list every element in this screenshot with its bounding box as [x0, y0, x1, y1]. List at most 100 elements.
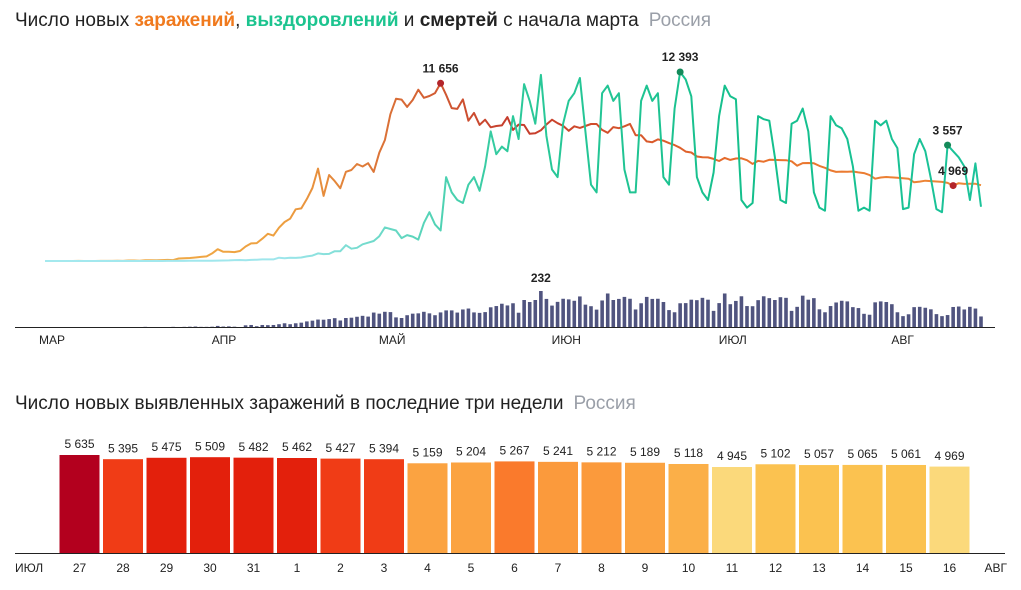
death-bar	[505, 305, 510, 327]
death-bar	[923, 307, 928, 327]
death-bar	[388, 312, 393, 327]
death-bar	[956, 306, 961, 327]
death-bar	[366, 316, 370, 327]
death-bar	[394, 317, 398, 327]
bar	[712, 467, 752, 553]
death-bar	[873, 302, 877, 327]
death-bar	[717, 303, 721, 327]
data-label: 5 118	[674, 446, 703, 460]
death-bar	[867, 314, 872, 327]
death-bar	[784, 297, 788, 327]
death-bar	[527, 302, 532, 327]
title-part: Число новых	[15, 10, 135, 31]
death-bar	[672, 312, 677, 327]
data-label: 5 635	[64, 437, 94, 451]
death-bar	[917, 306, 922, 327]
x-tick-label: 31	[247, 561, 261, 575]
death-bar	[383, 311, 387, 327]
bar	[233, 457, 274, 553]
x-tick-label: 1	[294, 561, 301, 575]
death-bar	[282, 323, 287, 327]
death-bar	[878, 301, 883, 327]
x-tick-label: 4	[424, 561, 431, 575]
point-dot	[676, 68, 684, 76]
death-bar	[756, 300, 760, 327]
death-bar	[728, 304, 733, 327]
bar	[59, 455, 100, 553]
death-bar	[572, 300, 577, 327]
data-label: 5 509	[195, 439, 225, 453]
bar	[929, 466, 970, 553]
death-bar	[316, 319, 320, 327]
death-bar	[667, 310, 671, 327]
death-bar	[750, 306, 755, 327]
death-bar	[266, 325, 270, 327]
data-label: 5 395	[108, 441, 138, 455]
death-bar	[293, 323, 298, 327]
death-bar	[371, 312, 376, 327]
death-bar	[622, 296, 627, 327]
death-bar	[734, 300, 738, 327]
chart-title: Число новых заражений, выздоровлений и с…	[15, 10, 711, 31]
death-bar	[934, 314, 939, 327]
bar	[451, 462, 491, 553]
death-bar	[344, 318, 348, 327]
data-label: 5 065	[847, 447, 877, 461]
data-label: 5 159	[412, 445, 442, 459]
bar	[842, 464, 883, 553]
bar	[799, 465, 839, 553]
legend-infections: заражений	[135, 10, 236, 31]
title-text: Число новых выявленных заражений в после…	[15, 393, 564, 414]
data-label: 4 969	[934, 449, 964, 463]
death-bar	[817, 309, 822, 327]
death-bar	[321, 319, 326, 327]
death-bar	[851, 307, 855, 327]
x-tick-label: 28	[116, 561, 130, 575]
chart-title: Число новых выявленных заражений в после…	[15, 393, 636, 414]
death-bar	[856, 308, 861, 327]
death-bar	[761, 296, 766, 327]
death-bar	[689, 299, 694, 327]
data-label: 5 475	[151, 440, 181, 454]
death-bar	[227, 326, 231, 327]
death-bar	[488, 307, 493, 327]
title-part: ,	[235, 10, 246, 31]
death-bar	[271, 324, 276, 327]
death-bar	[578, 296, 582, 327]
death-bar	[979, 316, 983, 327]
data-label: 3 557	[933, 123, 963, 137]
death-bar	[795, 306, 799, 327]
death-bar	[360, 315, 365, 327]
death-bar	[377, 313, 382, 327]
bar	[538, 461, 578, 553]
death-bar	[511, 303, 515, 327]
death-bar	[416, 313, 421, 327]
death-bar	[823, 312, 827, 327]
x-tick-label: 13	[812, 561, 826, 575]
death-bar	[611, 300, 616, 327]
death-bar	[706, 299, 710, 327]
series-line	[45, 71, 982, 262]
death-bar	[739, 296, 744, 327]
death-bar	[862, 313, 866, 327]
data-label: 11 656	[423, 61, 459, 75]
point-dot	[944, 141, 952, 149]
bar	[364, 459, 404, 553]
death-bar	[449, 310, 454, 327]
death-bar	[839, 300, 844, 327]
death-bar	[644, 296, 649, 327]
death-bar	[477, 312, 482, 327]
death-bar	[650, 298, 655, 327]
death-bar	[973, 308, 978, 327]
death-bar	[539, 291, 543, 327]
legend-deaths: смертей	[420, 10, 498, 31]
death-bar	[215, 325, 220, 327]
x-tick-label: 15	[899, 561, 913, 575]
data-label: 5 057	[804, 447, 834, 461]
death-bar	[884, 302, 889, 327]
death-bar	[249, 324, 253, 327]
death-bar	[516, 312, 521, 327]
death-bar	[277, 324, 281, 327]
death-bar	[700, 297, 705, 327]
